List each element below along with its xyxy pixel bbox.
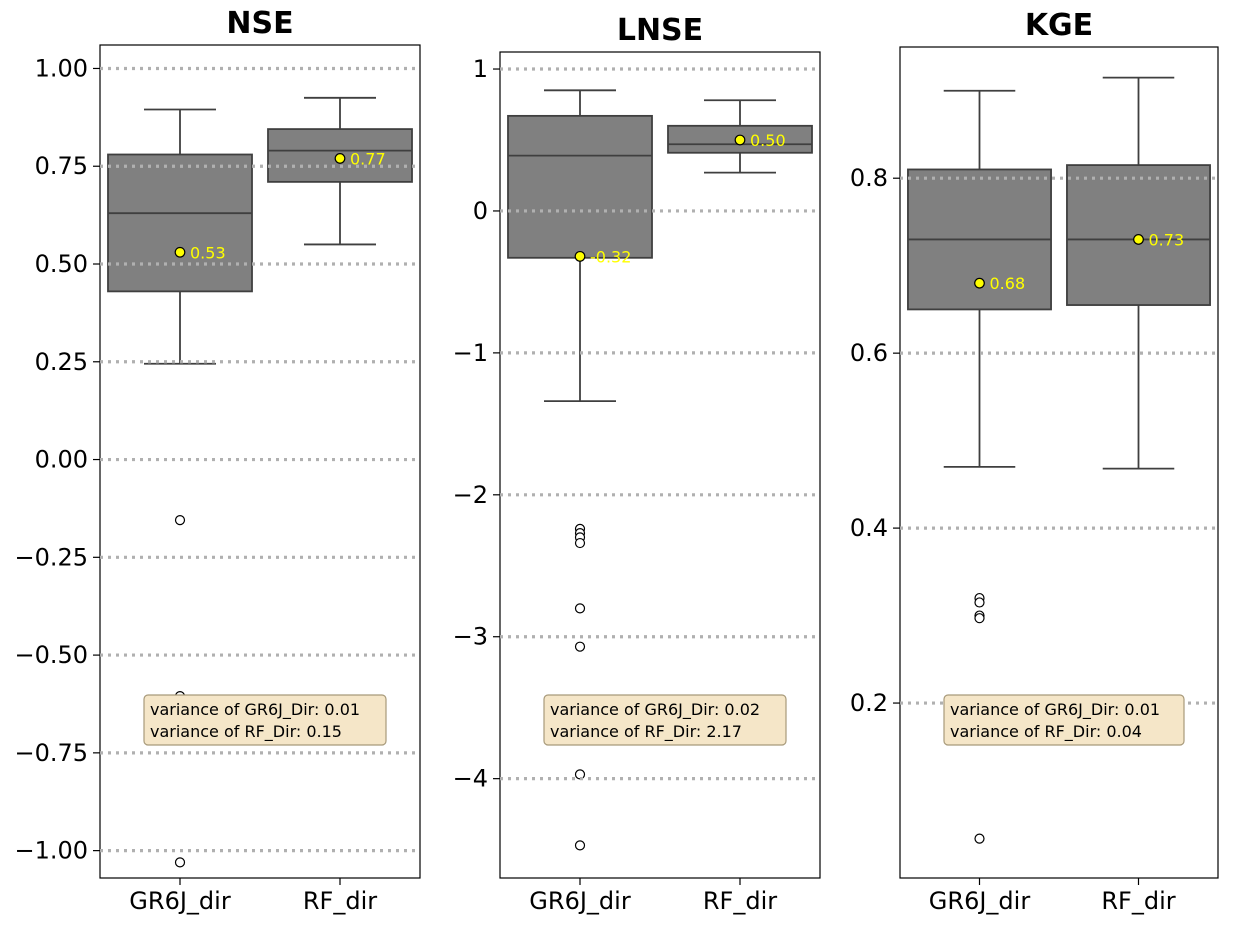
variance-text: variance of RF_Dir: 0.04 — [950, 722, 1142, 742]
panel-nse: NSE 1.00 0.75 0.50 0.25 0.00 −0.25 −0.50 −0.75 −1… — [14, 6, 421, 915]
y-tick-label: 0 — [473, 197, 488, 225]
mean-marker — [974, 277, 985, 289]
mean-marker — [574, 250, 586, 262]
variance-text: variance of GR6J_Dir: 0.01 — [950, 700, 1160, 720]
variance-text: variance of GR6J_Dir: 0.02 — [550, 700, 760, 720]
axes-frame — [99, 44, 421, 879]
mean-marker — [334, 153, 346, 164]
outlier-point — [574, 641, 586, 652]
outlier-point — [574, 840, 586, 851]
x-tick-label: RF_dir — [1101, 887, 1175, 915]
mean-label: -0.32 — [590, 247, 631, 266]
y-tick-label: 0.4 — [850, 514, 888, 542]
y-tick-label: −1.00 — [14, 837, 88, 865]
panel-kge: KGE 0.8 0.6 0.4 0.2 GR6J_dir RF_dir 0.68 0.73 var… — [850, 8, 1219, 915]
x-tick-label: GR6J_dir — [129, 887, 231, 915]
x-tick-label: RF_dir — [703, 887, 777, 915]
y-tick-label: 1.00 — [35, 54, 88, 82]
y-tick-label: 0.00 — [35, 446, 88, 474]
outlier-point — [974, 613, 985, 624]
y-tick-label: 0.50 — [35, 250, 88, 278]
x-tick-label: RF_dir — [303, 887, 377, 915]
mean-marker — [1133, 234, 1144, 245]
mean-marker — [734, 134, 746, 146]
outlier-point — [574, 603, 586, 614]
y-tick-label: −3 — [453, 623, 488, 651]
chart-title: LNSE — [617, 13, 703, 48]
variance-annotation — [543, 694, 787, 746]
mean-label: 0.53 — [190, 243, 226, 262]
iqr-box — [107, 153, 253, 293]
chart-title: KGE — [1025, 8, 1093, 43]
box-RF_dir — [267, 96, 413, 246]
box-GR6J_dir — [507, 89, 653, 851]
x-tick-label: GR6J_dir — [929, 887, 1031, 915]
axes-frame — [899, 46, 1219, 879]
y-tick-label: 0.8 — [850, 164, 888, 192]
outlier-point — [574, 537, 586, 549]
y-tick-label: 0.75 — [35, 152, 88, 180]
y-tick-label: −0.75 — [14, 739, 88, 767]
outlier-point — [974, 597, 985, 608]
variance-text: variance of RF_Dir: 0.15 — [150, 722, 342, 742]
outlier-point — [974, 833, 985, 844]
outlier-point — [174, 857, 186, 868]
y-tick-label: −4 — [453, 765, 488, 793]
x-tick-label: GR6J_dir — [529, 887, 631, 915]
mean-label: 0.50 — [750, 131, 786, 150]
iqr-box — [507, 114, 653, 259]
y-tick-label: 0.2 — [850, 689, 888, 717]
mean-marker — [174, 246, 186, 258]
mean-label: 0.77 — [350, 149, 386, 168]
panel-lnse: LNSE 1 0 −1 −2 −3 −4 GR6J_dir RF_dir -0.32 0.50 var… — [453, 13, 821, 915]
box-RF_dir — [1066, 76, 1211, 470]
variance-annotation — [143, 694, 387, 746]
box-GR6J_dir — [107, 108, 253, 868]
chart-title: NSE — [226, 6, 293, 41]
y-tick-label: −2 — [453, 481, 488, 509]
axes-frame — [499, 51, 821, 879]
y-tick-label: 0.6 — [850, 339, 888, 367]
outlier-point — [174, 515, 186, 526]
mean-label: 0.68 — [990, 274, 1026, 293]
variance-text: variance of GR6J_Dir: 0.01 — [150, 700, 360, 720]
y-tick-label: 0.25 — [35, 348, 88, 376]
y-tick-label: −0.50 — [14, 641, 88, 669]
y-tick-label: 1 — [473, 55, 488, 83]
iqr-box — [667, 124, 813, 154]
y-tick-label: −1 — [453, 339, 488, 367]
mean-label: 0.73 — [1149, 230, 1185, 249]
variance-annotation — [943, 694, 1185, 746]
variance-text: variance of RF_Dir: 2.17 — [550, 722, 742, 742]
y-tick-label: −0.25 — [14, 543, 88, 571]
